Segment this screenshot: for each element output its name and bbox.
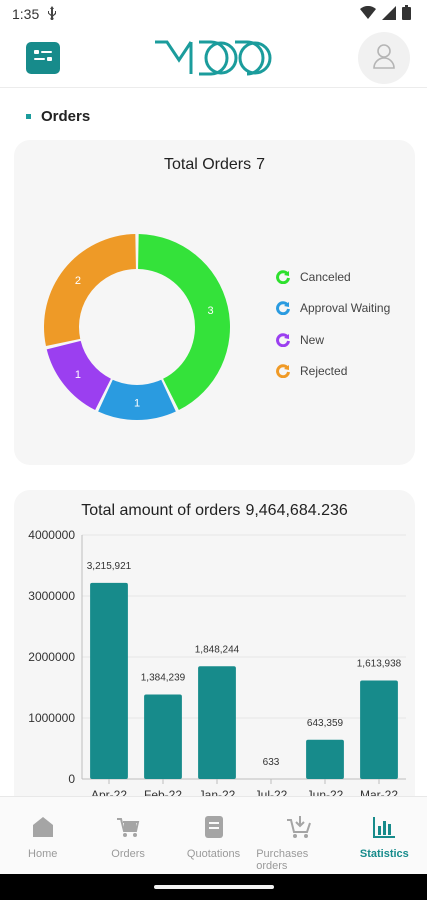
nav-item-label: Statistics (359, 848, 409, 860)
app-header (0, 28, 427, 88)
status-time: 1:35 (12, 6, 40, 22)
y-tick-label: 0 (68, 772, 75, 786)
system-gesture-area (0, 874, 427, 900)
bottom-navigation: Home Orders Quotations Purchases orders Stat… (0, 796, 427, 874)
nav-item-quotations[interactable]: Quotations (171, 797, 256, 874)
home-icon (30, 814, 56, 840)
bar-jan-22[interactable] (198, 666, 236, 779)
nav-item-label: Purchases orders (256, 848, 309, 872)
bar-value-label: 1,848,244 (195, 644, 240, 655)
total-amount-value: 9,464,684.236 (245, 502, 348, 519)
donut-slice-canceled[interactable] (138, 234, 230, 411)
wifi-icon (360, 5, 376, 23)
orders-legend: Canceled Approval Waiting New Rejected (276, 261, 390, 387)
section-title: Orders (26, 104, 90, 128)
bar-jun-22[interactable] (306, 739, 344, 779)
donut-slice-label: 1 (75, 369, 81, 381)
document-icon (201, 814, 227, 840)
nav-item-home[interactable]: Home (0, 797, 85, 874)
y-tick-label: 4000000 (28, 528, 75, 542)
bar-value-label: 633 (263, 757, 280, 768)
y-tick-label: 2000000 (28, 650, 75, 664)
donut-slice-new[interactable] (46, 340, 111, 411)
bar-mar-22[interactable] (360, 680, 398, 779)
cart-icon (115, 814, 141, 840)
status-bar: 1:35 (0, 0, 427, 28)
bar-value-label: 3,215,921 (87, 561, 132, 572)
section-title-text: Orders (41, 107, 91, 125)
gesture-handle[interactable] (154, 885, 274, 889)
battery-icon (402, 5, 411, 23)
total-orders-title: Total Orders 7 (14, 156, 415, 174)
legend-label: Rejected (300, 364, 348, 379)
nav-item-orders[interactable]: Orders (85, 797, 170, 874)
section-bullet (26, 113, 31, 119)
nav-item-label: Quotations (186, 848, 241, 860)
legend-marker-icon (276, 364, 290, 379)
signal-icon (382, 5, 396, 23)
bar-value-label: 1,613,938 (357, 659, 402, 670)
orders-amount-bar-chart: 010000002000000300000040000003,215,921Ap… (28, 528, 406, 802)
legend-label: New (300, 332, 325, 347)
bar-feb-22[interactable] (144, 694, 182, 779)
menu-button[interactable] (26, 42, 60, 74)
bar-value-label: 643,359 (307, 718, 344, 729)
usb-icon (47, 5, 57, 23)
donut-slice-approval-waiting[interactable] (98, 379, 176, 420)
total-orders-card: Total Orders 7 3 1 1 2 Canceled Approval Wait… (14, 140, 415, 465)
cart-download-icon (286, 814, 312, 840)
bar-chart-icon (371, 814, 397, 840)
user-icon (373, 43, 395, 74)
donut-slice-label: 1 (134, 398, 140, 410)
orders-donut-chart: 3 1 1 2 (44, 234, 230, 420)
total-amount-title: Total amount of orders 9,464,684.236 (14, 502, 415, 520)
nav-item-purchases-orders[interactable]: Purchases orders (256, 797, 341, 874)
app-logo (153, 38, 275, 78)
legend-item-canceled[interactable]: Canceled (276, 261, 390, 293)
filter-menu-icon (34, 49, 52, 68)
legend-marker-icon (276, 333, 290, 347)
total-amount-card: Total amount of orders 9,464,684.236 0 100… (14, 490, 415, 820)
y-tick-label: 1000000 (28, 711, 75, 725)
legend-item-approval-waiting[interactable]: Approval Waiting (276, 293, 390, 325)
y-tick-label: 3000000 (28, 589, 75, 603)
bar-apr-22[interactable] (90, 582, 128, 779)
total-orders-count: 7 (256, 156, 266, 173)
legend-label: Approval Waiting (300, 301, 391, 316)
nav-item-label: Orders (111, 848, 145, 860)
bar-value-label: 1,384,239 (141, 673, 186, 684)
legend-marker-icon (276, 270, 290, 284)
donut-slice-rejected[interactable] (44, 234, 136, 347)
donut-slice-label: 2 (75, 275, 81, 287)
legend-item-rejected[interactable]: Rejected (276, 356, 390, 388)
donut-slice-label: 3 (208, 305, 214, 317)
legend-marker-icon (276, 301, 290, 316)
legend-item-new[interactable]: New (276, 324, 390, 356)
nav-item-label: Home (28, 848, 58, 860)
nav-item-statistics[interactable]: Statistics (342, 797, 427, 874)
user-avatar[interactable] (358, 32, 410, 84)
legend-label: Canceled (300, 269, 351, 284)
total-orders-title-prefix: Total Orders (163, 156, 252, 173)
total-amount-title-prefix: Total amount of orders (81, 502, 241, 519)
